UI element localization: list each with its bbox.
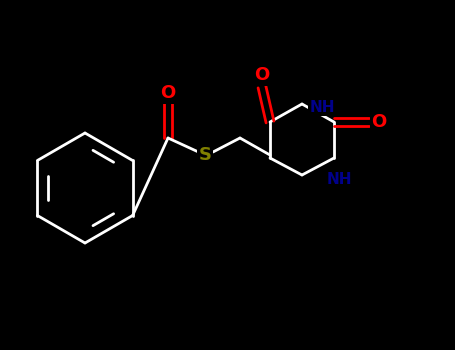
Text: S: S xyxy=(198,146,212,164)
Text: O: O xyxy=(160,84,176,102)
Text: NH: NH xyxy=(326,173,352,188)
Text: NH: NH xyxy=(309,99,335,114)
Text: O: O xyxy=(254,66,270,84)
Text: O: O xyxy=(371,113,387,131)
